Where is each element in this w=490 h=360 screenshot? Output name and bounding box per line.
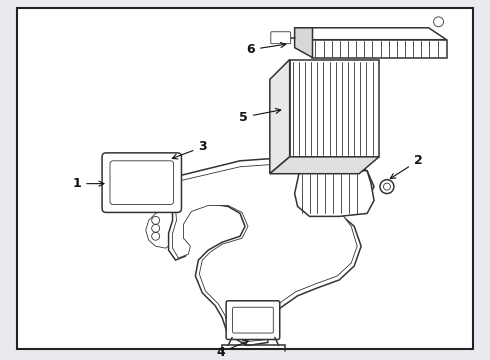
FancyBboxPatch shape <box>102 153 181 212</box>
Text: 2: 2 <box>391 154 422 179</box>
Text: 4: 4 <box>217 341 248 359</box>
Circle shape <box>434 17 443 27</box>
Polygon shape <box>294 171 374 216</box>
Circle shape <box>380 180 394 194</box>
FancyBboxPatch shape <box>226 301 280 339</box>
Polygon shape <box>294 28 446 40</box>
Polygon shape <box>169 159 374 346</box>
FancyBboxPatch shape <box>233 307 273 333</box>
Circle shape <box>384 183 391 190</box>
Text: 5: 5 <box>239 108 281 123</box>
Polygon shape <box>313 40 446 58</box>
Polygon shape <box>270 157 379 174</box>
Polygon shape <box>294 28 313 58</box>
Polygon shape <box>290 59 379 157</box>
Text: 1: 1 <box>73 177 104 190</box>
FancyBboxPatch shape <box>271 32 291 44</box>
Polygon shape <box>172 165 369 342</box>
Text: 6: 6 <box>246 42 286 56</box>
FancyBboxPatch shape <box>110 161 173 204</box>
Text: 3: 3 <box>172 140 207 159</box>
Polygon shape <box>270 59 290 174</box>
